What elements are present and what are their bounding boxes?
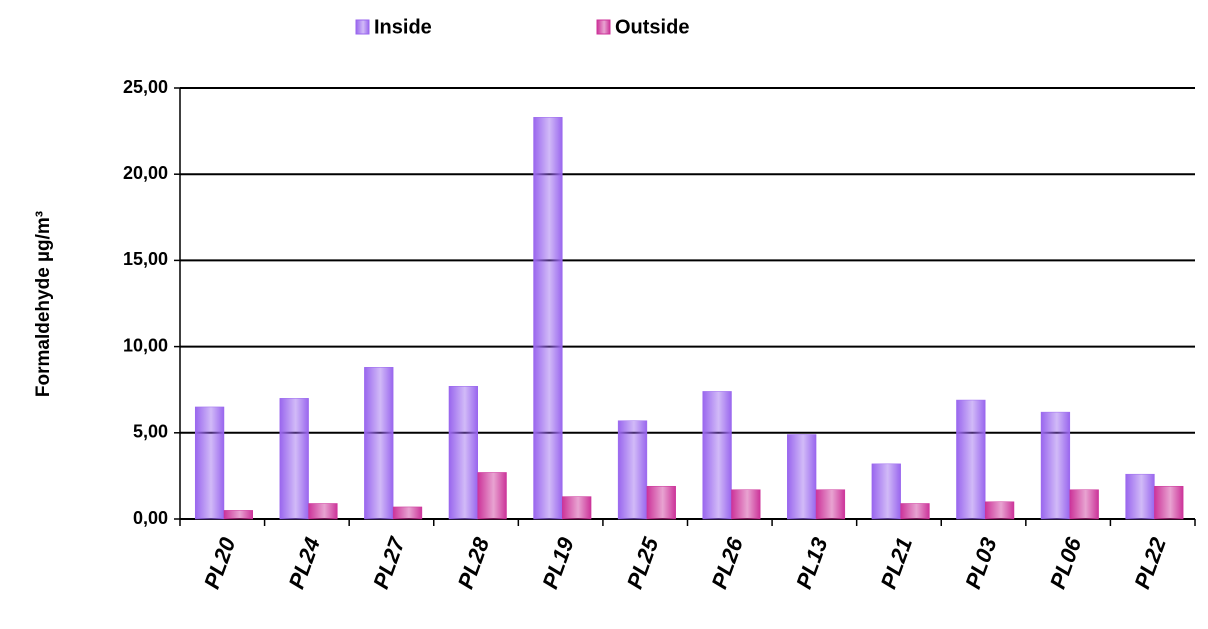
y-axis-title: Formaldehyde µg/m³ <box>33 211 54 397</box>
bar <box>448 386 478 520</box>
bar <box>194 406 225 520</box>
bar <box>871 463 901 520</box>
x-tick-label: PL22 <box>1129 533 1171 592</box>
bar <box>1069 489 1099 520</box>
bar <box>984 501 1015 520</box>
y-tick-label: 5,00 <box>133 422 168 442</box>
x-tick-label: PL21 <box>876 534 917 592</box>
x-tick-label: PL20 <box>199 533 241 592</box>
bar <box>364 367 394 520</box>
x-tick-label: PL25 <box>622 533 664 592</box>
x-tick-label: PL24 <box>284 534 325 592</box>
bar <box>308 503 338 520</box>
x-tick-label: PL26 <box>706 533 748 592</box>
bar <box>702 391 732 520</box>
bar <box>1125 473 1155 520</box>
bar <box>533 117 563 520</box>
legend-label: Inside <box>374 16 432 38</box>
bar <box>900 503 930 520</box>
x-tick-label: PL19 <box>537 533 579 592</box>
y-tick-label: 25,00 <box>123 77 168 97</box>
legend-label: Outside <box>615 16 689 38</box>
y-tick-label: 10,00 <box>123 335 168 355</box>
y-tick-label: 15,00 <box>123 249 168 269</box>
bar <box>223 510 253 520</box>
x-tick-label: PL13 <box>791 534 832 592</box>
bar <box>477 472 507 520</box>
bar <box>1040 411 1071 520</box>
legend-swatch <box>355 19 370 35</box>
bar <box>787 434 817 520</box>
legend-swatch <box>596 19 611 35</box>
bar <box>731 489 761 520</box>
bar <box>617 420 648 520</box>
x-tick-label: PL03 <box>960 534 1001 592</box>
bar <box>562 496 592 520</box>
x-tick-label: PL06 <box>1045 533 1087 592</box>
bar <box>1154 485 1184 520</box>
bar <box>956 399 986 520</box>
bar <box>646 485 676 520</box>
y-tick-label: 0,00 <box>133 508 168 528</box>
bar <box>815 489 846 520</box>
x-tick-label: PL28 <box>453 533 495 592</box>
bar <box>279 398 309 520</box>
x-tick-label: PL27 <box>368 532 410 592</box>
y-tick-label: 20,00 <box>123 163 168 183</box>
bar <box>392 506 423 520</box>
